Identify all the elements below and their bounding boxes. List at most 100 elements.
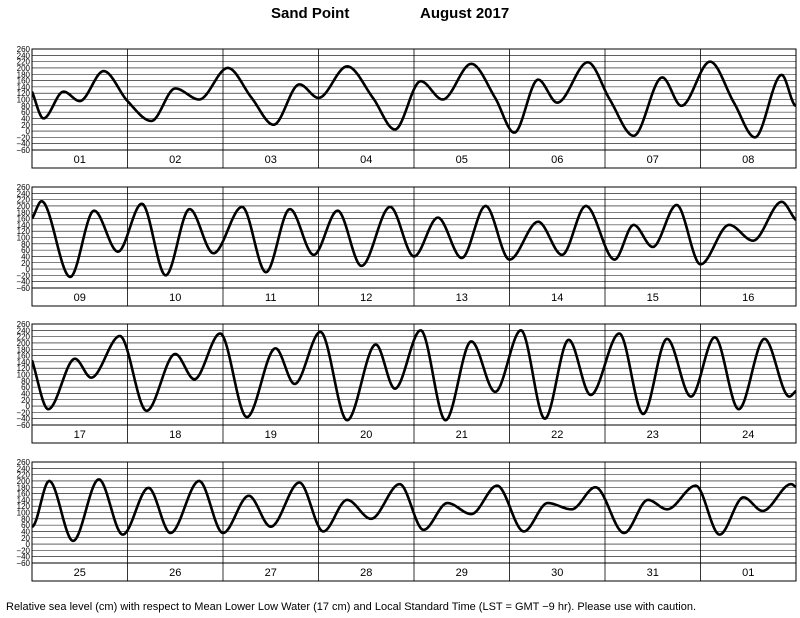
y-tick-label: 140	[17, 83, 31, 92]
y-tick-label: −60	[16, 146, 30, 155]
day-label-15: 15	[647, 292, 659, 304]
day-label-17: 17	[74, 429, 86, 441]
day-label-06: 06	[551, 154, 563, 166]
y-tick-label: 40	[21, 252, 30, 261]
day-label-04: 04	[360, 154, 372, 166]
y-tick-label: 20	[21, 121, 30, 130]
y-tick-label: 220	[17, 58, 31, 67]
day-label-14: 14	[551, 292, 563, 304]
day-label-23: 23	[647, 429, 659, 441]
y-tick-label: 40	[21, 114, 30, 123]
day-label-25: 25	[74, 567, 86, 579]
y-tick-label: 80	[21, 102, 30, 111]
y-tick-label: −60	[16, 559, 30, 568]
y-tick-label: 80	[21, 515, 30, 524]
y-tick-label: 180	[17, 483, 31, 492]
y-tick-label: 160	[17, 490, 31, 499]
y-tick-label: 100	[17, 96, 31, 105]
y-tick-label: −40	[16, 553, 30, 562]
day-label-26: 26	[169, 567, 181, 579]
tide-curve-series	[32, 60, 796, 139]
day-label-02: 02	[169, 154, 181, 166]
tide-curve-series	[32, 199, 796, 279]
y-tick-label: 140	[17, 221, 31, 230]
y-tick-label: 40	[21, 389, 30, 398]
y-tick-label: 160	[17, 352, 31, 361]
y-tick-label: 160	[17, 77, 31, 86]
y-tick-label: −20	[16, 271, 30, 280]
y-tick-label: 0	[26, 265, 31, 274]
y-tick-label: 20	[21, 534, 30, 543]
day-label-21: 21	[456, 429, 468, 441]
day-label-28: 28	[360, 567, 372, 579]
y-tick-label: 60	[21, 383, 30, 392]
day-label-19: 19	[265, 429, 277, 441]
tide-curve-series	[32, 329, 796, 422]
day-label-20: 20	[360, 429, 372, 441]
y-tick-label: 200	[17, 64, 31, 73]
y-tick-label: 120	[17, 227, 31, 236]
day-label-07: 07	[647, 154, 659, 166]
y-tick-label: 80	[21, 240, 30, 249]
day-label-30: 30	[551, 567, 563, 579]
y-tick-label: 60	[21, 521, 30, 530]
y-tick-label: −20	[16, 408, 30, 417]
day-label-13: 13	[456, 292, 468, 304]
y-tick-label: 0	[26, 127, 31, 136]
y-tick-label: 260	[17, 183, 31, 192]
y-tick-label: 60	[21, 108, 30, 117]
y-tick-label: 240	[17, 189, 31, 198]
day-label-18: 18	[169, 429, 181, 441]
day-label-09: 09	[74, 292, 86, 304]
tide-panel-2: 260240220200180160140120100806040200−20−…	[16, 183, 797, 307]
day-label-08: 08	[742, 154, 754, 166]
y-tick-label: 80	[21, 377, 30, 386]
y-tick-label: 0	[26, 402, 31, 411]
y-tick-label: 220	[17, 471, 31, 480]
day-label-01: 01	[74, 154, 86, 166]
day-label-27: 27	[265, 567, 277, 579]
y-tick-label: 200	[17, 339, 31, 348]
y-tick-label: 140	[17, 496, 31, 505]
day-label-01: 01	[742, 567, 754, 579]
y-tick-label: 120	[17, 502, 31, 511]
y-tick-label: 120	[17, 89, 31, 98]
y-tick-label: −60	[16, 421, 30, 430]
y-tick-label: −40	[16, 278, 30, 287]
day-label-31: 31	[647, 567, 659, 579]
y-tick-label: 20	[21, 259, 30, 268]
y-tick-label: 0	[26, 540, 31, 549]
day-label-29: 29	[456, 567, 468, 579]
chart-footnote: Relative sea level (cm) with respect to …	[6, 601, 697, 613]
y-tick-label: 180	[17, 208, 31, 217]
day-label-05: 05	[456, 154, 468, 166]
chart-title-station: Sand Point	[271, 5, 350, 22]
y-tick-label: 240	[17, 464, 31, 473]
y-tick-label: 100	[17, 234, 31, 243]
y-tick-label: −20	[16, 133, 30, 142]
y-tick-label: 220	[17, 333, 31, 342]
day-label-10: 10	[169, 292, 181, 304]
y-tick-label: 60	[21, 246, 30, 255]
y-tick-label: 240	[17, 51, 31, 60]
chart-title-month-year: August 2017	[420, 5, 510, 22]
tide-panel-4: 260240220200180160140120100806040200−20−…	[16, 458, 797, 582]
y-tick-label: 200	[17, 477, 31, 486]
day-label-03: 03	[265, 154, 277, 166]
y-tick-label: −40	[16, 415, 30, 424]
day-label-24: 24	[742, 429, 754, 441]
y-tick-label: 260	[17, 320, 31, 329]
y-tick-label: 180	[17, 70, 31, 79]
y-tick-label: 240	[17, 326, 31, 335]
y-tick-label: 100	[17, 371, 31, 380]
day-label-16: 16	[742, 292, 754, 304]
y-tick-label: −20	[16, 546, 30, 555]
tide-panel-1: 260240220200180160140120100806040200−20−…	[16, 45, 797, 169]
y-tick-label: 260	[17, 45, 31, 54]
y-tick-label: 20	[21, 396, 30, 405]
y-tick-label: 200	[17, 202, 31, 211]
y-tick-label: 100	[17, 509, 31, 518]
y-tick-label: 160	[17, 215, 31, 224]
y-tick-label: 180	[17, 345, 31, 354]
